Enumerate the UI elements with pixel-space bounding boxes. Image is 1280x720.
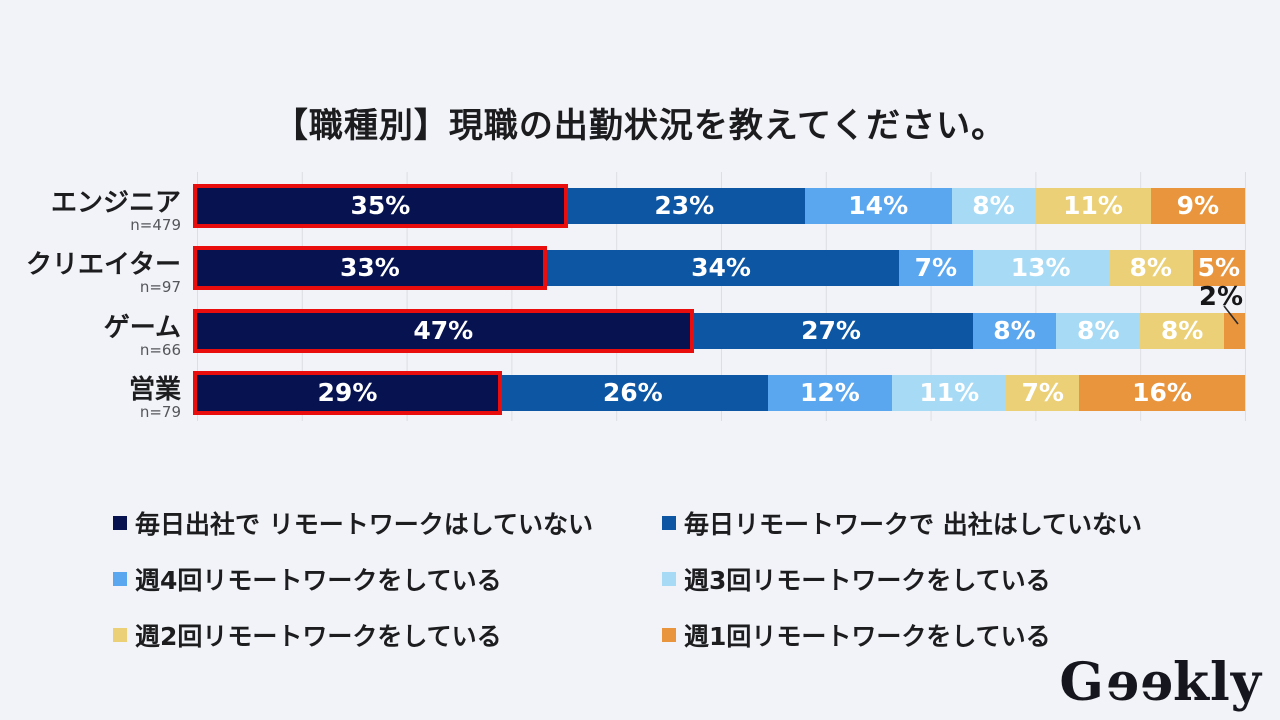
logo-letter: G — [1059, 652, 1105, 713]
stacked-bar: 33% 34% 7% 13% 8% 5% — [193, 246, 1245, 290]
category-n-label: n=97 — [139, 278, 181, 296]
annotation-label: 2% — [1198, 282, 1244, 312]
bar-segment-label: 34% — [691, 253, 751, 282]
legend-label: 週4回リモートワークをしている — [135, 565, 502, 595]
bar-segment: 8% — [972, 312, 1057, 349]
bar-segment-label: 35% — [350, 190, 411, 220]
bar-row: 営業 n=79 29% 26% 12% 11% 7% 16% — [0, 371, 1245, 421]
bar-segment-label: 8% — [1077, 315, 1120, 345]
logo-letter: k — [1172, 652, 1211, 713]
category-n-label: n=66 — [139, 340, 181, 359]
bar-row: ゲーム n=66 47% 27% 8% 8% 8% — [0, 308, 1245, 359]
legend-item: 週3回リモートワークをしている — [662, 564, 1142, 595]
legend-color-marker — [113, 515, 127, 530]
legend-item: 週4回リモートワークをしている — [113, 564, 662, 595]
category-label-block: 営業 n=79 — [0, 375, 197, 421]
legend-label: 週3回リモートワークをしている — [684, 565, 1051, 595]
bar-segment: 34% — [542, 250, 900, 286]
bar-segment-label: 8% — [972, 190, 1015, 220]
bar-segment: 7% — [899, 250, 973, 286]
stacked-bar: 35% 23% 14% 8% 11% 9% — [193, 183, 1245, 228]
bar-segment: 12% — [767, 375, 893, 411]
bar-segment: 16% — [1078, 375, 1245, 411]
category-label-block: ゲーム n=66 — [0, 312, 197, 359]
bar-segment-label: 33% — [340, 253, 400, 282]
category-label: クリエイター — [26, 250, 181, 280]
bar-segment: 26% — [497, 375, 768, 411]
legend-color-marker — [113, 571, 127, 586]
annotation-leader-line — [1223, 305, 1239, 325]
category-label: エンジニア — [50, 187, 181, 218]
category-n-label: n=479 — [130, 215, 181, 234]
bar-segment: 8% — [1140, 312, 1225, 349]
bar-segment: 23% — [563, 187, 805, 224]
bar-segment: 27% — [689, 312, 973, 349]
legend-item: 週1回リモートワークをしている — [662, 620, 1142, 651]
bar-segment-label: 29% — [317, 378, 378, 407]
bar-segment-label: 11% — [1063, 190, 1123, 220]
bar-segment: 35% — [193, 183, 568, 228]
bar-segment-label: 11% — [919, 378, 980, 407]
bar-segment-label: 13% — [1010, 253, 1071, 282]
bar-segment-label: 27% — [801, 315, 861, 345]
bar-segment-label: 26% — [602, 378, 663, 407]
legend-label: 週2回リモートワークをしている — [135, 621, 502, 651]
geekly-logo: Geekly — [1059, 652, 1262, 713]
logo-reversed-e: e — [1104, 652, 1139, 713]
legend-label: 毎日出社で リモートワークはしていない — [135, 509, 593, 539]
legend-color-marker — [662, 515, 676, 530]
bar-segment: 33% — [193, 246, 547, 290]
category-label: 営業 — [128, 375, 181, 405]
legend-label: 毎日リモートワークで 出社はしていない — [684, 509, 1142, 539]
legend-item: 週2回リモートワークをしている — [113, 620, 662, 651]
legend-color-marker — [662, 627, 676, 642]
bar-segment-label: 7% — [914, 253, 958, 282]
bar-segment: 14% — [804, 187, 952, 224]
bar-segment-label: 47% — [413, 315, 474, 345]
bar-segment-label: 16% — [1132, 378, 1192, 407]
bar-segment-label: 7% — [1021, 378, 1064, 407]
bar-segment: 29% — [193, 371, 502, 415]
legend-color-marker — [662, 571, 676, 586]
bar-segment: 13% — [972, 250, 1109, 286]
bar-segment: 11% — [1035, 187, 1151, 224]
bar-row: エンジニア n=479 35% 23% 14% 8% 11% 9% — [0, 183, 1245, 234]
chart-title: 【職種別】現職の出勤状況を教えてください。 — [273, 106, 1007, 146]
category-label-block: クリエイター n=97 — [0, 250, 197, 296]
bar-segment: 8% — [1108, 250, 1193, 286]
legend-item: 毎日出社で リモートワークはしていない — [113, 508, 662, 539]
bar-segment: 47% — [193, 308, 694, 353]
bar-segment: 11% — [892, 375, 1007, 411]
category-label-block: エンジニア n=479 — [0, 187, 197, 234]
legend-color-marker — [113, 627, 127, 642]
bar-segment-label: 12% — [800, 378, 860, 407]
bar-segment-label: 23% — [654, 190, 715, 220]
bar-segment-label: 8% — [1129, 253, 1172, 282]
stacked-bar: 29% 26% 12% 11% 7% 16% — [193, 371, 1245, 415]
bar-segment-label: 14% — [848, 190, 909, 220]
logo-reversed-e: e — [1138, 652, 1173, 713]
chart-area: エンジニア n=479 35% 23% 14% 8% 11% 9% クリエイター n=97 33% 3… — [0, 172, 1280, 427]
bar-segment: 9% — [1150, 187, 1245, 224]
bar-segment-label: 8% — [993, 315, 1036, 345]
logo-letter: y — [1230, 652, 1262, 713]
bar-segment-label: 8% — [1160, 315, 1204, 345]
bar-segment: 7% — [1006, 375, 1079, 411]
legend-label: 週1回リモートワークをしている — [684, 621, 1051, 651]
stacked-bar: 47% 27% 8% 8% 8% — [193, 308, 1245, 353]
bar-segment: 8% — [951, 187, 1036, 224]
legend-item: 毎日リモートワークで 出社はしていない — [662, 508, 1142, 539]
bar-segment: 8% — [1056, 312, 1141, 349]
bar-segment-label: 5% — [1197, 253, 1241, 282]
bar-segment: 5% — [1192, 250, 1245, 286]
category-label: ゲーム — [103, 312, 181, 343]
bar-row: クリエイター n=97 33% 34% 7% 13% 8% 5% — [0, 246, 1245, 296]
category-n-label: n=79 — [139, 403, 181, 421]
logo-letter: l — [1210, 652, 1231, 713]
legend: 毎日出社で リモートワークはしていない 毎日リモートワークで 出社はしていない週4… — [113, 508, 1142, 651]
bar-segment — [1224, 312, 1245, 349]
bar-segment-label: 9% — [1176, 190, 1220, 220]
